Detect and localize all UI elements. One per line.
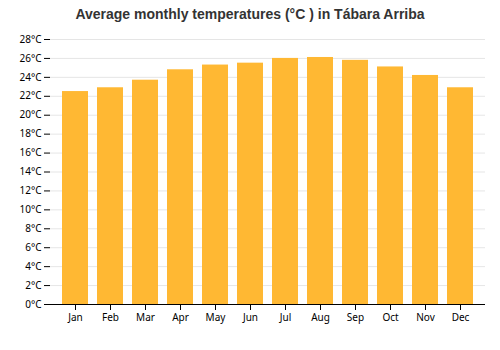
svg-text:6°C: 6°C	[25, 240, 42, 254]
svg-text:Mar: Mar	[136, 310, 155, 324]
svg-text:May: May	[206, 310, 227, 324]
html-text:Average monthly temperatures (: Average monthly temperatures (°C ) in Tá…	[75, 6, 425, 22]
svg-text:16°C: 16°C	[19, 145, 42, 159]
svg-text:Oct: Oct	[382, 310, 399, 324]
svg-text:24°C: 24°C	[19, 70, 42, 84]
svg-text:4°C: 4°C	[25, 259, 42, 273]
svg-text:26°C: 26°C	[19, 51, 42, 65]
svg-text:10°C: 10°C	[19, 202, 42, 216]
svg-text:Jul: Jul	[279, 310, 292, 324]
svg-text:Apr: Apr	[172, 310, 189, 324]
svg-text:12°C: 12°C	[19, 183, 42, 197]
svg-text:Jan: Jan	[67, 310, 83, 324]
svg-text:0°C: 0°C	[25, 297, 42, 311]
svg-text:Dec: Dec	[452, 310, 470, 324]
svg-text:18°C: 18°C	[19, 126, 42, 140]
svg-text:20°C: 20°C	[19, 107, 42, 121]
svg-text:14°C: 14°C	[19, 164, 42, 178]
svg-text:Jun: Jun	[242, 310, 258, 324]
svg-text:Aug: Aug	[311, 310, 330, 324]
svg-text:2°C: 2°C	[25, 278, 42, 292]
svg-text:Feb: Feb	[102, 310, 119, 324]
svg-text:28°C: 28°C	[19, 32, 42, 46]
svg-text:Nov: Nov	[416, 310, 435, 324]
svg-text:8°C: 8°C	[25, 221, 42, 235]
svg-text:Sep: Sep	[347, 310, 364, 324]
svg-text:22°C: 22°C	[19, 88, 42, 102]
